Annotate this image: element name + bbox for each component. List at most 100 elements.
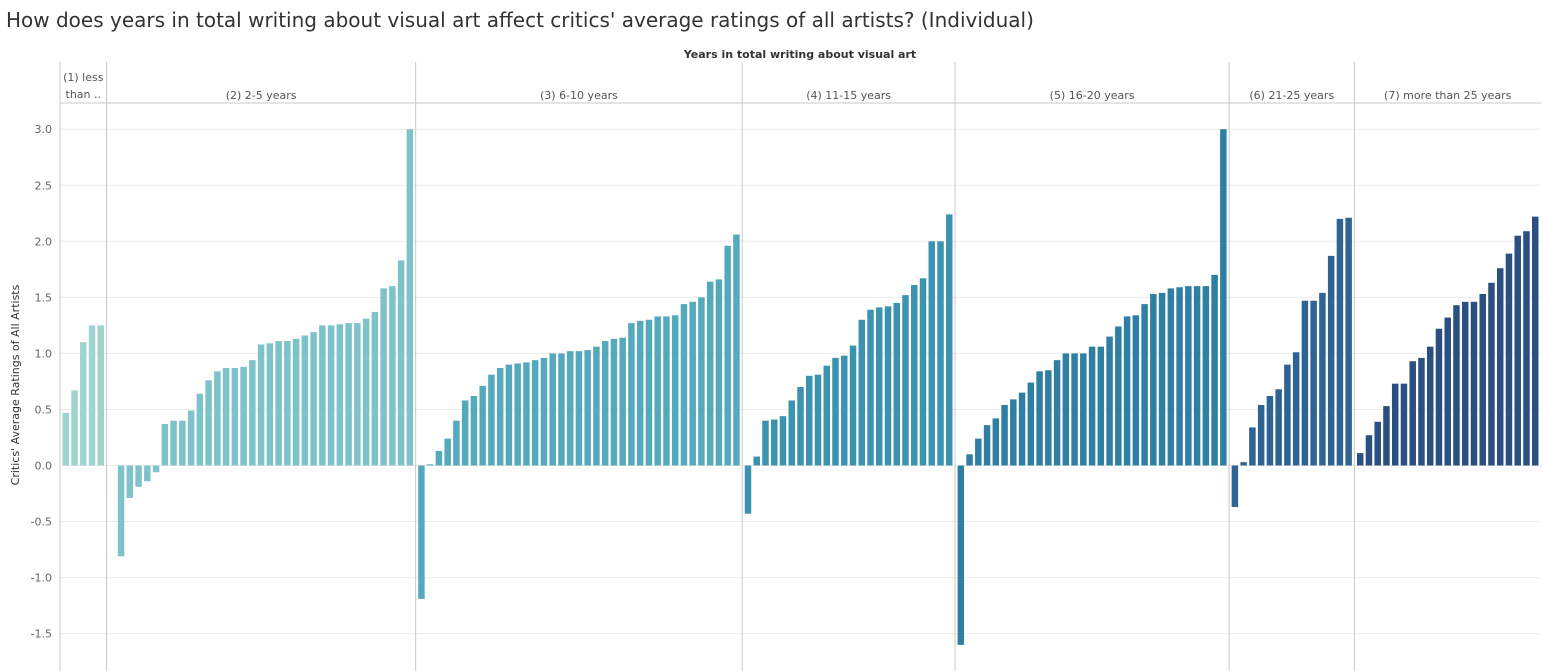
bar[interactable] [179, 420, 186, 466]
bar[interactable] [663, 316, 670, 466]
bar[interactable] [461, 400, 469, 466]
bar[interactable] [470, 396, 478, 466]
bar[interactable] [266, 343, 274, 466]
bar[interactable] [1027, 382, 1035, 466]
bar[interactable] [928, 241, 936, 466]
bar[interactable] [762, 420, 769, 466]
bar[interactable] [240, 366, 247, 466]
bar[interactable] [187, 410, 195, 466]
bar[interactable] [593, 346, 600, 466]
bar[interactable] [814, 374, 822, 466]
bar[interactable] [336, 324, 344, 466]
bar[interactable] [126, 465, 134, 499]
bar[interactable] [1292, 352, 1300, 466]
bar[interactable] [1523, 231, 1530, 466]
bar[interactable] [1158, 292, 1166, 466]
bar[interactable] [135, 465, 142, 487]
bar[interactable] [715, 279, 723, 466]
bar[interactable] [479, 385, 486, 466]
bar[interactable] [161, 424, 169, 466]
bar[interactable] [1514, 235, 1521, 466]
bar[interactable] [1266, 396, 1274, 466]
bar[interactable] [706, 281, 714, 466]
bar[interactable] [205, 380, 212, 466]
bar[interactable] [310, 332, 317, 466]
bar[interactable] [371, 311, 379, 466]
bar[interactable] [1231, 465, 1239, 507]
bar[interactable] [196, 393, 204, 466]
bar[interactable] [1327, 255, 1335, 466]
bar[interactable] [884, 306, 892, 466]
bar[interactable] [919, 278, 927, 466]
bar[interactable] [319, 325, 326, 466]
bar[interactable] [1141, 304, 1148, 466]
bar[interactable] [531, 360, 539, 466]
bar[interactable] [1409, 361, 1416, 466]
bar[interactable] [1202, 286, 1210, 466]
bar[interactable] [488, 374, 495, 466]
bar[interactable] [97, 325, 105, 466]
bar[interactable] [1479, 293, 1486, 466]
bar[interactable] [1150, 293, 1157, 466]
bar[interactable] [426, 464, 434, 466]
bar[interactable] [1356, 453, 1364, 466]
bar[interactable] [1453, 305, 1460, 466]
bar[interactable] [689, 301, 696, 466]
bar[interactable] [1053, 360, 1061, 466]
bar[interactable] [1345, 217, 1352, 466]
bar[interactable] [1435, 328, 1443, 466]
bar[interactable] [1336, 218, 1344, 466]
bar[interactable] [1045, 370, 1052, 466]
bar[interactable] [354, 323, 361, 466]
bar[interactable] [788, 400, 795, 466]
bar[interactable] [1249, 427, 1256, 466]
bar[interactable] [957, 465, 965, 645]
bar[interactable] [1240, 462, 1247, 466]
bar[interactable] [1310, 300, 1317, 466]
bar[interactable] [1275, 389, 1282, 466]
bar[interactable] [1080, 353, 1087, 466]
bar[interactable] [975, 438, 982, 466]
bar[interactable] [911, 285, 918, 466]
bar[interactable] [823, 365, 830, 466]
bar[interactable] [1470, 301, 1478, 466]
bar[interactable] [362, 318, 370, 466]
bar[interactable] [1001, 404, 1008, 466]
bar[interactable] [733, 234, 740, 466]
bar[interactable] [292, 338, 300, 466]
bar[interactable] [214, 371, 221, 466]
bar[interactable] [249, 360, 256, 466]
bar[interactable] [1193, 286, 1201, 466]
bar[interactable] [937, 241, 944, 466]
bar[interactable] [1418, 357, 1425, 466]
bar[interactable] [1167, 288, 1175, 466]
bar[interactable] [841, 355, 848, 466]
bar[interactable] [1257, 404, 1265, 466]
bar[interactable] [549, 353, 556, 466]
bar[interactable] [62, 412, 70, 466]
bar[interactable] [1284, 364, 1291, 466]
bar[interactable] [1426, 346, 1434, 466]
bar[interactable] [71, 390, 78, 466]
bar[interactable] [152, 465, 160, 473]
bar[interactable] [514, 363, 521, 466]
bar[interactable] [397, 260, 405, 466]
bar[interactable] [601, 341, 609, 466]
bar[interactable] [284, 341, 291, 466]
bar[interactable] [1444, 317, 1451, 466]
bar[interactable] [1211, 274, 1218, 466]
bar[interactable] [389, 286, 396, 466]
bar[interactable] [1176, 287, 1183, 466]
bar[interactable] [698, 297, 705, 466]
bar[interactable] [1071, 353, 1078, 466]
bar[interactable] [231, 367, 239, 466]
bar[interactable] [1123, 316, 1131, 466]
bar[interactable] [858, 319, 865, 466]
bar[interactable] [222, 367, 230, 466]
bar[interactable] [380, 288, 387, 466]
bar[interactable] [1383, 406, 1390, 466]
bar[interactable] [453, 420, 460, 466]
bar[interactable] [540, 357, 548, 466]
bar[interactable] [1488, 282, 1495, 466]
bar[interactable] [680, 304, 688, 466]
